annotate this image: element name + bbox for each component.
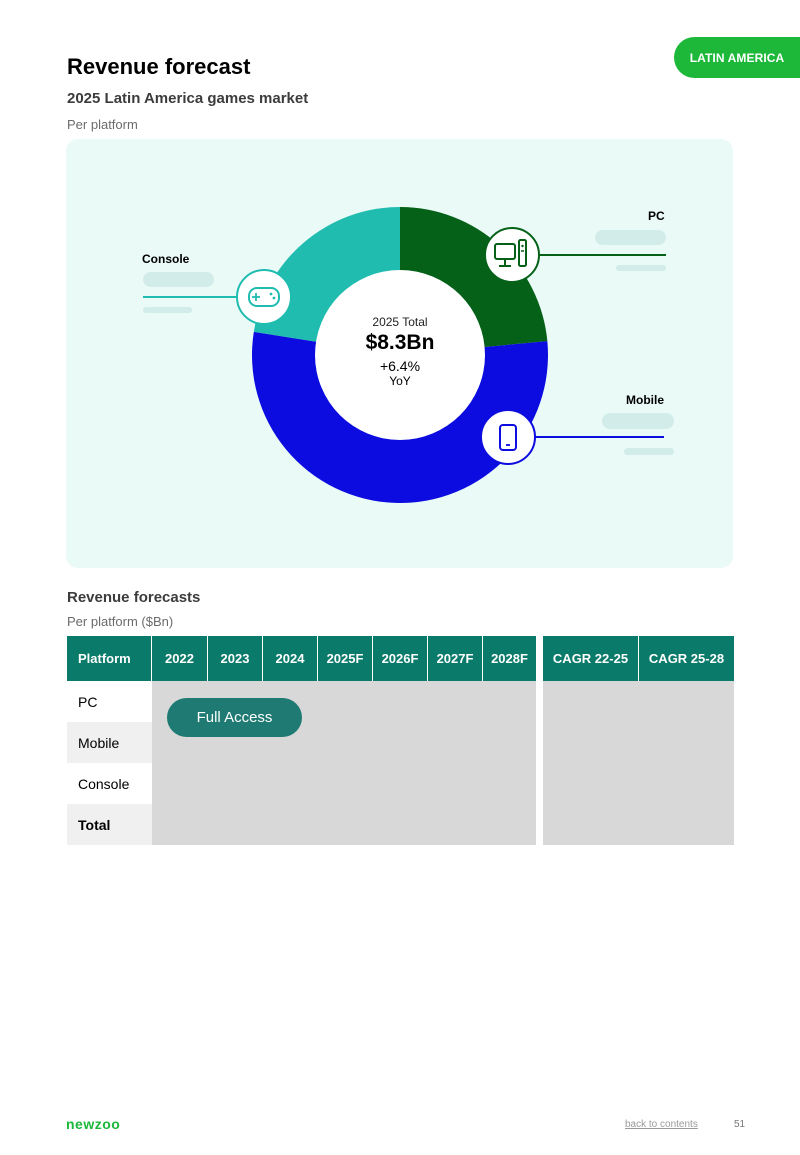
row-label: Console	[78, 775, 130, 792]
column-header: 2024	[262, 636, 318, 681]
donut-center: 2025 Total $8.3Bn +6.4% YoY	[320, 315, 480, 388]
row-label: PC	[78, 693, 98, 710]
pc-growth-placeholder	[616, 265, 666, 271]
donut-chart	[143, 207, 674, 503]
table-caption: Per platform ($Bn)	[67, 614, 174, 629]
full-access-button[interactable]: Full Access	[167, 698, 302, 737]
gamepad-icon	[236, 269, 292, 325]
table-header-row: Platform 2022 2023 2024 2025F 2026F 2027…	[67, 636, 536, 681]
chart-panel: PC Console Mobile 2025 Total $8.3Bn +6.4…	[66, 139, 733, 568]
column-header: Platform	[67, 636, 152, 681]
column-header: CAGR 25-28	[638, 636, 734, 681]
table-row: Mobile	[67, 722, 536, 763]
mobile-value-placeholder	[602, 413, 674, 429]
column-header: 2026F	[372, 636, 428, 681]
table-row: Console	[67, 763, 536, 804]
console-value-placeholder	[143, 272, 214, 287]
yoy-label: YoY	[389, 374, 411, 388]
mobile-growth-placeholder	[624, 448, 674, 455]
page-number: 51	[734, 1119, 746, 1130]
table-row: Total	[67, 804, 536, 845]
console-growth-placeholder	[143, 307, 192, 313]
back-to-contents-link[interactable]: back to contents	[625, 1119, 698, 1130]
yoy-growth: +6.4%	[379, 358, 421, 374]
legend-label-mobile: Mobile	[626, 393, 664, 407]
column-header: CAGR 22-25	[543, 636, 639, 681]
table-header-row: CAGR 22-25 CAGR 25-28	[543, 636, 734, 681]
locked-cagr-area	[543, 681, 734, 845]
forecast-table: Platform 2022 2023 2024 2025F 2026F 2027…	[67, 636, 536, 845]
column-header: 2027F	[427, 636, 483, 681]
region-tag: LATIN AMERICA	[674, 37, 800, 78]
row-label: Total	[67, 804, 152, 845]
legend-label-console: Console	[142, 252, 190, 266]
table-title: Revenue forecasts	[67, 589, 201, 606]
total-label: 2025 Total	[372, 315, 428, 329]
page-subtitle: 2025 Latin America games market	[67, 90, 309, 107]
pc-value-placeholder	[595, 230, 666, 245]
smartphone-icon	[480, 409, 536, 465]
column-header: 2022	[151, 636, 208, 681]
page-title: Revenue forecast	[67, 54, 251, 79]
desktop-pc-icon	[484, 227, 540, 283]
column-header: 2028F	[482, 636, 536, 681]
chart-caption: Per platform	[67, 117, 138, 132]
legend-label-pc: PC	[648, 209, 665, 223]
column-header: 2023	[207, 636, 263, 681]
column-header: 2025F	[317, 636, 373, 681]
row-label: Mobile	[67, 722, 152, 763]
donut-hole	[315, 270, 485, 440]
newzoo-logo: newzoo	[66, 1116, 121, 1132]
total-value: $8.3Bn	[365, 331, 435, 354]
cagr-table: CAGR 22-25 CAGR 25-28	[543, 636, 734, 845]
